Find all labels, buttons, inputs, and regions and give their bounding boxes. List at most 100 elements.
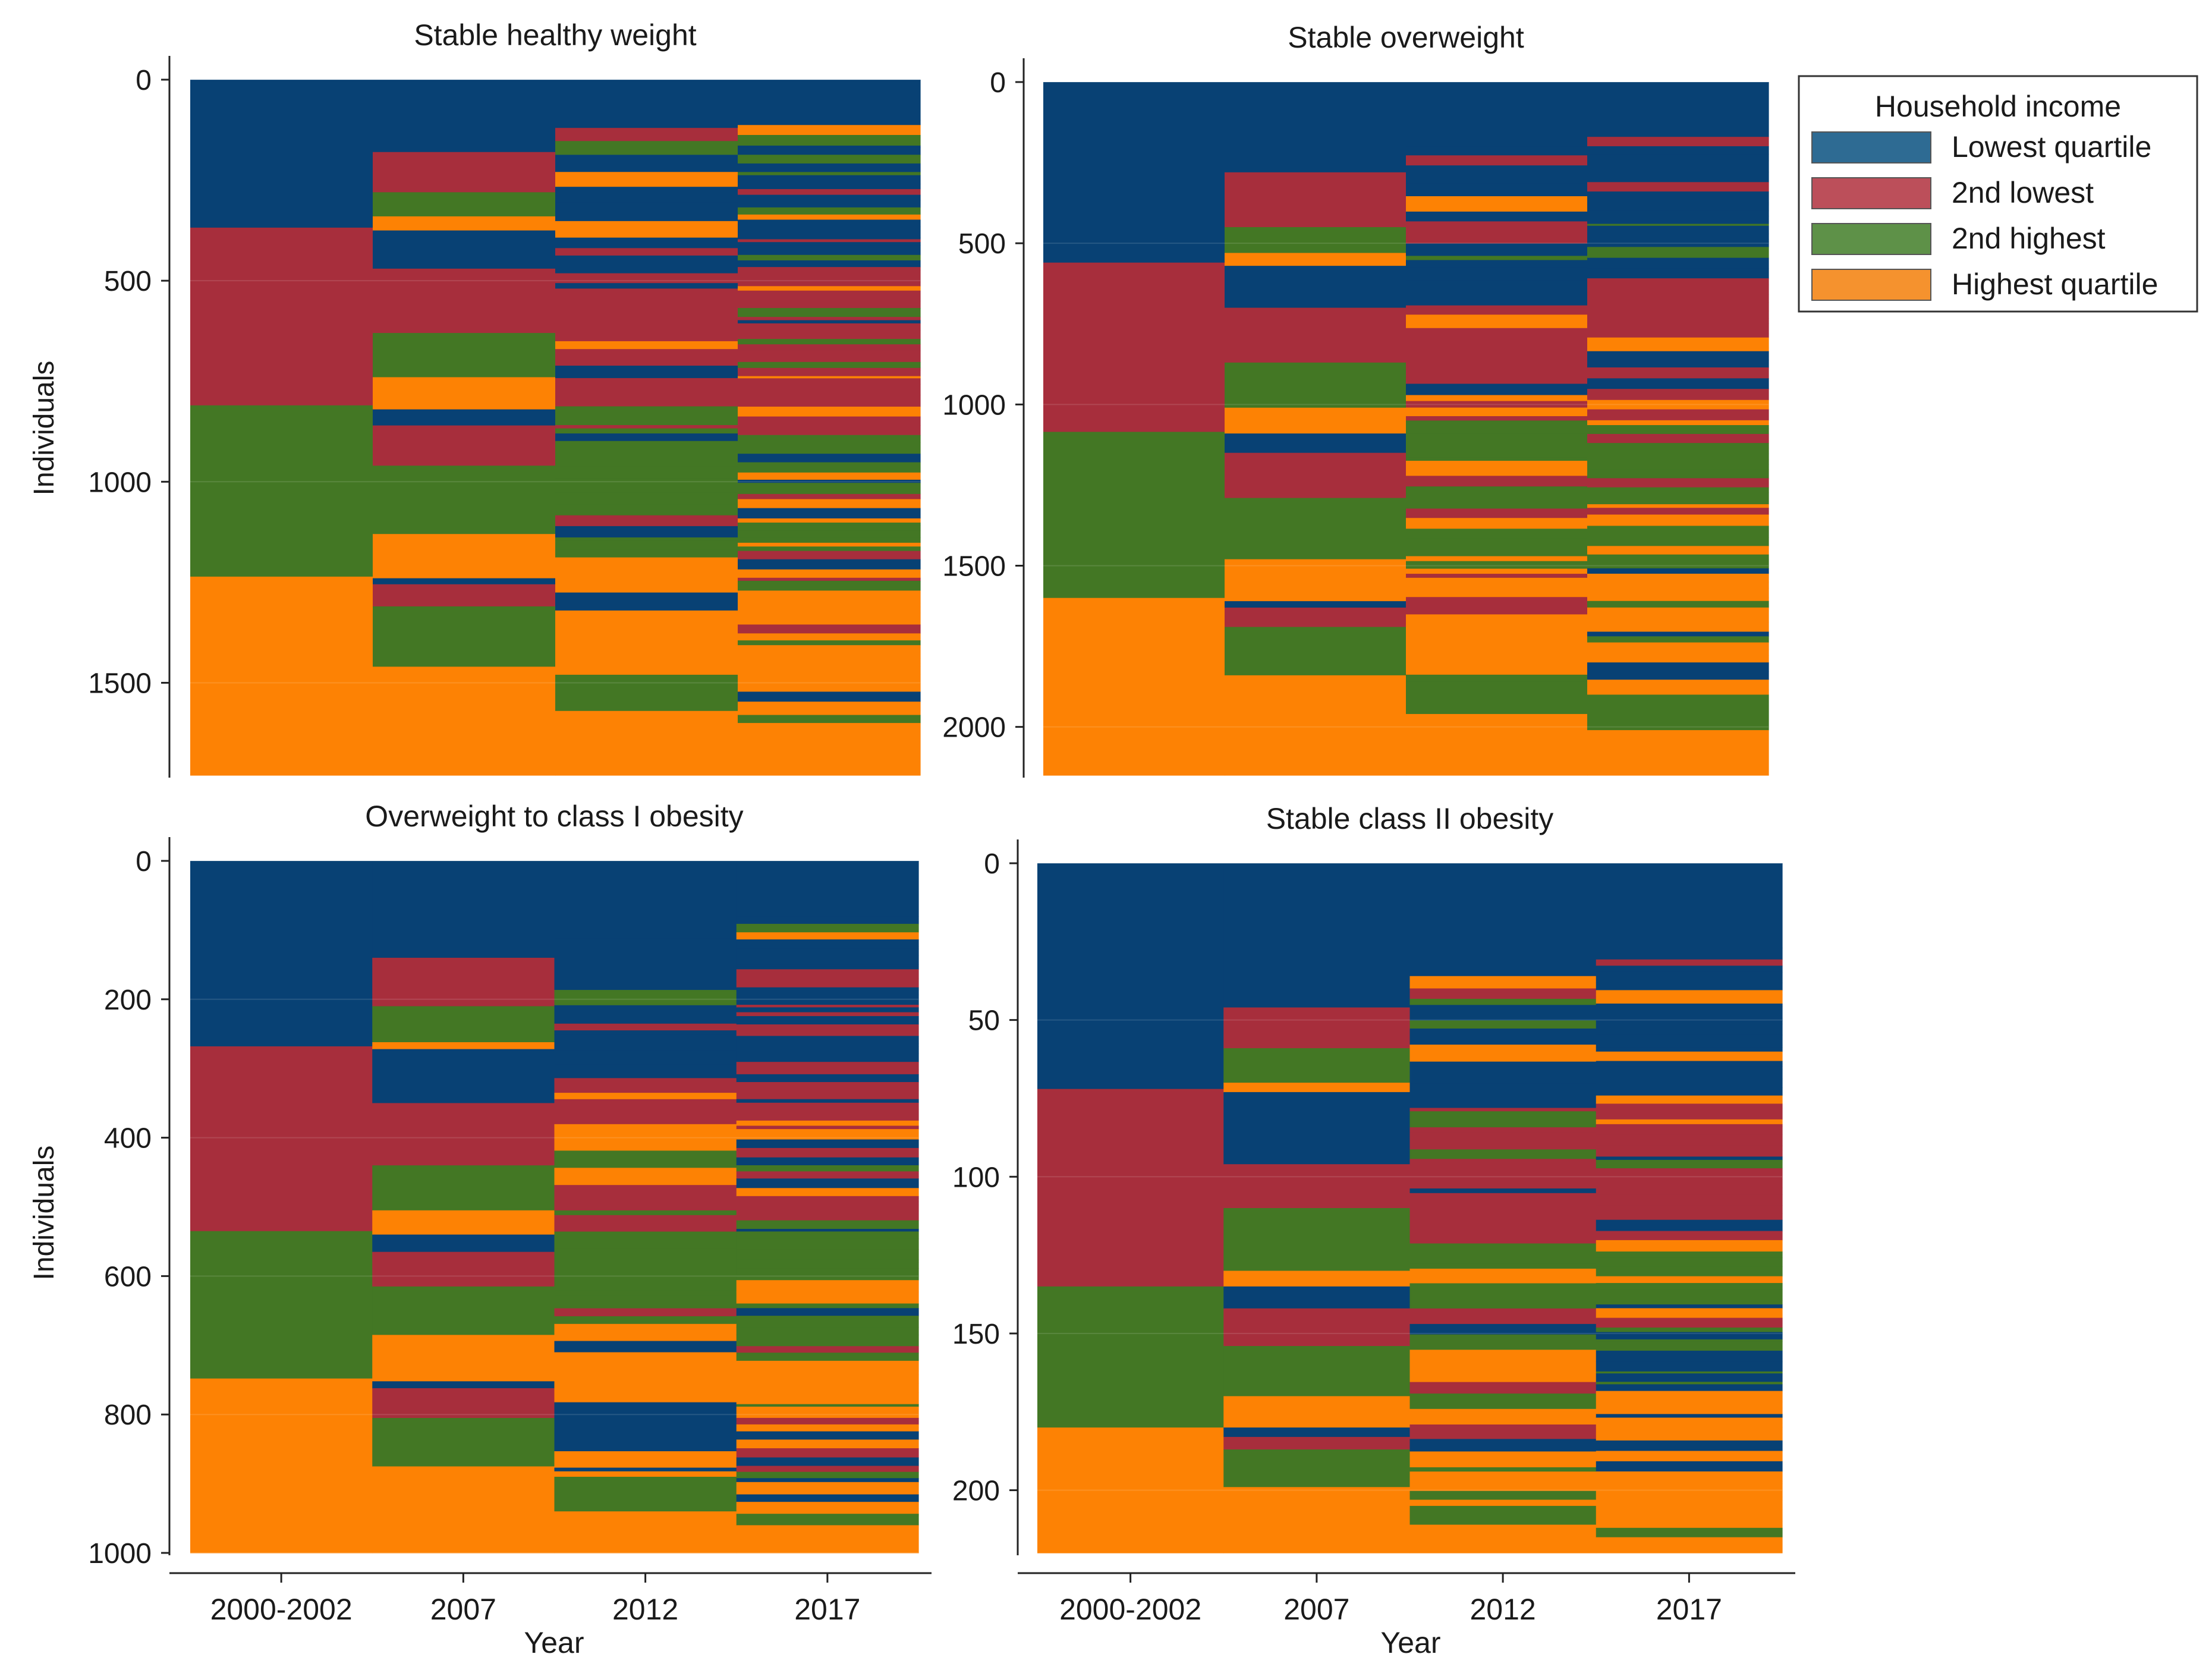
sequence-band: [554, 1093, 737, 1100]
wave-column-0: [190, 861, 373, 1554]
sequence-band: [1587, 334, 1769, 338]
sequence-band: [1587, 389, 1769, 401]
sequence-band: [1596, 1078, 1783, 1088]
sequence-band: [736, 1383, 919, 1393]
sequence-band: [373, 606, 556, 667]
sequence-band: [738, 350, 921, 363]
sequence-band: [736, 1316, 919, 1328]
sequence-band: [1409, 1334, 1597, 1342]
sequence-band: [1596, 1219, 1783, 1232]
sequence-band: [736, 1392, 919, 1405]
sequence-band: [736, 1525, 919, 1554]
sequence-band: [738, 308, 921, 317]
sequence-band: [554, 930, 737, 939]
sequence-band: [736, 1198, 919, 1203]
sequence-band: [1587, 568, 1769, 574]
sequence-band: [736, 1327, 919, 1335]
sequence-band: [736, 1249, 919, 1260]
sequence-band: [555, 248, 738, 256]
sequence-band: [1409, 1234, 1597, 1244]
sequence-band: [1596, 1020, 1783, 1024]
sequence-band: [738, 710, 921, 716]
sequence-band: [738, 245, 921, 256]
sequence-band: [738, 666, 921, 675]
sequence-band: [555, 549, 738, 558]
y-tick-label: 500: [958, 228, 1006, 260]
sequence-band: [736, 946, 919, 949]
sequence-band: [1587, 82, 1769, 137]
sequence-band: [1406, 146, 1588, 150]
sequence-band: [1406, 433, 1588, 445]
sequence-band: [1596, 1061, 1783, 1064]
sequence-band: [1587, 360, 1769, 368]
sequence-band: [372, 1388, 555, 1419]
sequence-band: [1587, 636, 1769, 643]
sequence-band: [555, 366, 738, 379]
sequence-band: [1406, 713, 1588, 776]
sequence-band: [738, 640, 921, 646]
sequence-band: [372, 1286, 555, 1335]
sequence-band: [736, 979, 919, 988]
sequence-band: [1596, 1461, 1783, 1472]
sequence-band: [1587, 310, 1769, 319]
chart-panel-4: Stable class II obesity 0 50 100 150 200 2000-…: [952, 802, 1795, 1626]
sequence-band: [1406, 556, 1588, 562]
sequence-band: [738, 344, 921, 351]
sequence-band: [738, 361, 921, 369]
sequence-band: [1409, 1020, 1597, 1029]
sequence-band: [373, 192, 556, 217]
sequence-band: [1587, 508, 1769, 515]
sequence-band: [554, 1316, 737, 1325]
sequence-band: [738, 691, 921, 702]
sequence-band: [555, 492, 738, 505]
sequence-band: [555, 526, 738, 538]
sequence-band: [1409, 1263, 1597, 1269]
sequence-band: [1409, 1451, 1597, 1468]
sequence-band: [1225, 362, 1407, 408]
sequence-band: [1409, 1061, 1597, 1067]
sequence-band: [738, 624, 921, 634]
sequence-band: [1225, 498, 1407, 560]
sequence-band: [1406, 416, 1588, 421]
sequence-band: [1596, 982, 1783, 991]
sequence-band: [738, 590, 921, 593]
sequence-band: [1406, 315, 1588, 329]
sequence-band: [738, 416, 921, 426]
sequence-band: [554, 1295, 737, 1309]
sequence-band: [738, 189, 921, 196]
sequence-band: [1587, 224, 1769, 227]
sequence-band: [372, 1165, 555, 1211]
sequence-band: [736, 1176, 919, 1179]
sequence-band: [372, 1234, 555, 1253]
sequence-band: [1225, 82, 1407, 173]
sequence-band: [736, 1090, 919, 1100]
sequence-band: [736, 1046, 919, 1054]
sequence-band: [736, 1494, 919, 1502]
wave-column-1: [1225, 82, 1407, 776]
sequence-band: [554, 1511, 737, 1554]
sequence-band: [736, 1147, 919, 1158]
sequence-band: [1596, 1276, 1783, 1284]
sequence-band: [1406, 328, 1588, 339]
sequence-band: [1223, 1164, 1411, 1209]
sequence-band: [1409, 1505, 1597, 1526]
sequence-band: [554, 1439, 737, 1452]
sequence-band: [736, 1407, 919, 1410]
sequence-band: [555, 80, 738, 128]
sequence-band: [736, 1514, 919, 1526]
sequence-band: [1225, 675, 1407, 776]
sequence-band: [736, 1417, 919, 1425]
sequence-band: [554, 1168, 737, 1185]
sequence-band: [1596, 1004, 1783, 1007]
wave-column-2: [1406, 82, 1588, 776]
sequence-band: [1596, 1317, 1783, 1328]
sequence-band: [738, 525, 921, 532]
sequence-band: [1406, 645, 1588, 661]
sequence-band: [1223, 1427, 1411, 1438]
sequence-band: [1596, 1159, 1783, 1169]
sequence-band: [1596, 1018, 1783, 1021]
sequence-band: [1596, 1006, 1783, 1018]
sequence-band: [1406, 380, 1588, 385]
sequence-band: [1406, 508, 1588, 518]
sequence-band: [736, 1335, 919, 1347]
